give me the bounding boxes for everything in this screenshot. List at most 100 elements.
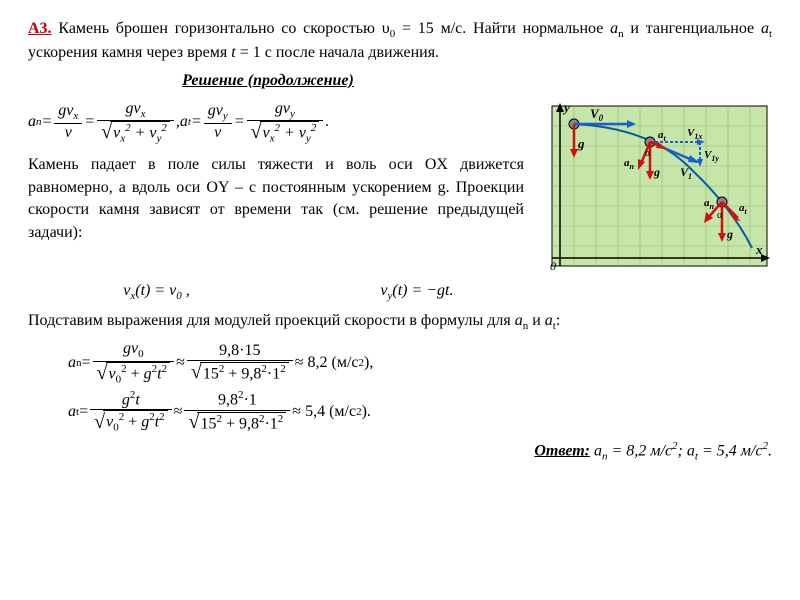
sq-h1: 2 (119, 411, 125, 423)
at-sub: t (769, 28, 772, 40)
num-gvy: gv (208, 102, 223, 119)
vx-arg: (t) = v (135, 282, 176, 299)
calc-res1: ≈ 8,2 (м/с (295, 354, 359, 372)
sq-2b: 2 (161, 122, 167, 134)
vy-arg: (t) = −gt. (392, 282, 453, 299)
calc-res2: ≈ 5,4 (м/с (292, 403, 356, 421)
plus-1: + (131, 124, 150, 141)
calc-d1b: 9,8 (241, 365, 261, 382)
eq-2: = (84, 113, 95, 131)
alpha-2: α (645, 148, 651, 159)
problem-label: А3. (28, 20, 52, 37)
num-gvx: gv (58, 102, 73, 119)
answer-label: Ответ: (534, 442, 590, 459)
calc-at-frac2: 9,82·1 152 + 9,82·12 (184, 389, 290, 433)
problem-text-mid: и тангенциальное (624, 20, 761, 37)
problem-text-1: Камень брошен горизонтально со скоростью… (58, 20, 389, 37)
answer-at-val: = 5,4 м/с (698, 442, 763, 459)
v0-val: = 15 м/с. Найти нормальное (395, 20, 610, 37)
sq-vx-sub-2: x (270, 132, 275, 144)
para2-an: a (515, 312, 523, 329)
answer-an: a (594, 442, 602, 459)
origin-label: 0 (550, 259, 556, 273)
calc-at-frac1: g2t v02 + g2t2 (90, 389, 172, 434)
answer-at: a (687, 442, 695, 459)
eq-4: = (234, 113, 245, 131)
trajectory-diagram: y x 0 V0 g V1x V1y V1 at (532, 98, 772, 278)
para2-before: Подставим выражения для модулей проекций… (28, 312, 515, 329)
para2-at: a (545, 312, 553, 329)
calc-d1a: 15 (203, 365, 219, 382)
sq-j1: 2 (216, 413, 222, 425)
calc-num2b: ·1 (243, 392, 256, 409)
num-gvx-sub: x (73, 111, 78, 123)
calc-v0-d: v (109, 365, 116, 382)
calc-approx-2: ≈ (174, 403, 183, 421)
alpha-3: α (717, 210, 723, 221)
num-gvy-sub-2: y (290, 108, 295, 120)
calc-gv0-sub: 0 (138, 349, 144, 361)
calc-d2c: 1 (270, 415, 278, 432)
calc-approx-1: ≈ (176, 354, 185, 372)
answer-sep: ; (678, 442, 687, 459)
velocity-equations: vx(t) = v0 , vy(t) = −gt. (28, 282, 549, 302)
eq-1: = (42, 113, 53, 131)
sq-f2: 2 (261, 363, 267, 375)
problem-text-after: ускорения камня через время (28, 44, 231, 61)
den-v-1: v (54, 124, 82, 142)
frac-4: gvy vx2 + vy2 (247, 100, 324, 145)
calc-gv0: gv (123, 340, 138, 357)
g-label-1: g (577, 136, 585, 151)
calc-an-lhs: a (68, 354, 76, 372)
dot-1: . (325, 113, 329, 131)
num-gvx-2: gv (125, 100, 140, 117)
sq-2d: 2 (311, 122, 317, 134)
calc-eq-1: = (82, 354, 91, 372)
calc-d2a: 15 (200, 415, 216, 432)
calc-d2b: 9,8 (239, 415, 259, 432)
calc-v0-sub-d2: 0 (113, 422, 119, 434)
at-lhs: a (180, 113, 188, 131)
calc-eq-2: = (79, 403, 88, 421)
calc-an-frac2: 9,8·15 152 + 9,82·12 (187, 342, 293, 384)
den-v-2: v (204, 124, 232, 142)
num-gvy-2: gv (275, 100, 290, 117)
eq-3: = (191, 113, 202, 131)
t-val: = 1 с после начала движения. (236, 44, 439, 61)
frac-2: gvx vx2 + vy2 (97, 100, 174, 145)
sq-e1: 2 (121, 363, 127, 375)
paragraph-2: Подставим выражения для модулей проекций… (28, 310, 772, 335)
sq-vy-sub: y (156, 132, 161, 144)
g-label-3: g (726, 227, 733, 241)
frac-3: gvy v (204, 102, 232, 141)
sq-h3: 2 (159, 411, 165, 423)
answer-line: Ответ: an = 8,2 м/с2; at = 5,4 м/с2. (28, 440, 772, 463)
sq-vy-sub-2: y (306, 132, 311, 144)
calc-at: a t = g2t v02 + g2t2 ≈ 9,82·1 152 + 9,82·… (68, 389, 772, 434)
sq-f1: 2 (219, 363, 225, 375)
calc-t-p: t (135, 391, 139, 408)
calc-an-frac1: gv0 v02 + g2t2 (93, 340, 175, 385)
formula-an-at: an = gvx v = gvx vx2 + vy2 , at = gvy v … (28, 100, 524, 145)
plus-2: + (280, 124, 299, 141)
num-gvy-sub: y (223, 111, 228, 123)
y-label: y (562, 100, 570, 115)
sq-j2: 2 (259, 413, 265, 425)
problem-statement: А3. Камень брошен горизонтально со скоро… (28, 18, 772, 64)
sq-vy-2: v (299, 124, 306, 141)
diagram-svg: y x 0 V0 g V1x V1y V1 at (532, 98, 772, 278)
g-label-2: g (653, 165, 660, 179)
sq-j3: 2 (278, 413, 284, 425)
num-gvx-sub-2: x (141, 108, 146, 120)
frac-1: gvx v (54, 102, 82, 141)
calc-num1: 9,8·15 (187, 342, 293, 361)
an-lhs: a (28, 113, 36, 131)
para2-and: и (528, 312, 545, 329)
answer-an-val: = 8,2 м/с (607, 442, 672, 459)
paragraph-1: Камень падает в поле силы тяжести и воль… (28, 154, 524, 244)
sq-e3: 2 (162, 363, 168, 375)
calc-at-lhs: a (68, 403, 76, 421)
calc-an: an = gv0 v02 + g2t2 ≈ 9,8·15 152 + 9,82·… (68, 340, 772, 385)
sq-f3: 2 (280, 363, 286, 375)
sq-vx-2: v (263, 124, 270, 141)
